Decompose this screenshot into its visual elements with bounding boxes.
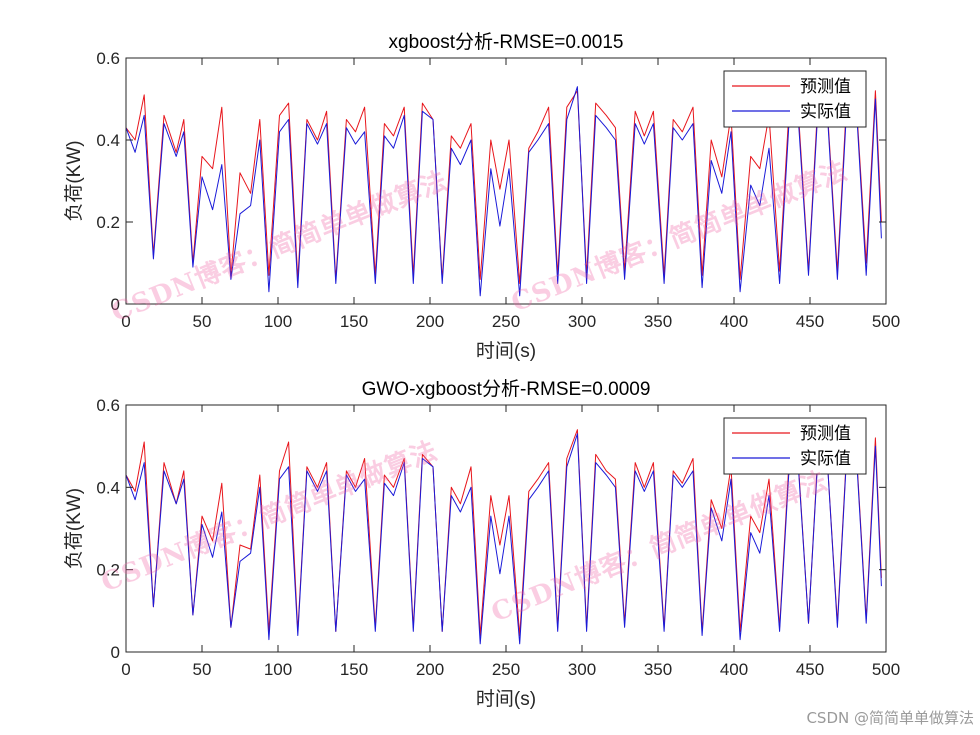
credit-text: CSDN @简简单单做算法 [806,709,974,727]
x-tick-label: 0 [121,312,130,331]
x-tick-label: 50 [193,660,212,679]
y-tick-label: 0.4 [96,131,120,150]
series-line-predicted [126,90,882,284]
x-tick-label: 100 [264,660,292,679]
x-tick-label: 200 [416,660,444,679]
y-tick-label: 0.2 [96,213,120,232]
legend-label: 实际值 [800,102,851,122]
x-tick-label: 450 [796,312,824,331]
x-tick-label: 350 [644,312,672,331]
x-tick-label: 50 [193,312,212,331]
chart-title: GWO-xgboost分析-RMSE=0.0009 [362,378,651,400]
y-axis-label: 负荷(KW) [63,140,85,221]
series-line-predicted [126,429,882,636]
x-axis-label: 时间(s) [476,688,536,710]
x-tick-label: 200 [416,312,444,331]
subplot-2: 0 50 100 150 200 250 300 350 400 450 500 0 0.2 0.4 0.6… [63,378,900,710]
y-tick-label: 0.6 [96,396,120,415]
y-tick-label: 0.4 [96,478,120,497]
x-tick-label: 0 [121,660,130,679]
legend-label: 预测值 [800,77,851,97]
x-tick-label: 100 [264,312,292,331]
series-line-actual [126,86,882,297]
y-tick-label: 0 [111,295,120,314]
x-tick-label: 400 [720,312,748,331]
series-line-actual [126,433,882,645]
legend-label: 预测值 [800,424,851,444]
x-tick-label: 250 [492,312,520,331]
legend-box [723,417,867,475]
x-tick-label: 400 [720,660,748,679]
chart-title: xgboost分析-RMSE=0.0015 [389,31,624,53]
x-tick-label: 150 [340,660,368,679]
subplot-1: 0 50 100 150 200 250 300 350 400 450 500 0 0.2 0.4 0.6… [63,31,900,362]
x-tick-label: 150 [340,312,368,331]
y-tick-label: 0.2 [96,561,120,580]
y-axis-label: 负荷(KW) [63,488,85,569]
x-tick-label: 500 [872,312,900,331]
legend-box [723,70,867,128]
y-tick-label: 0 [111,643,120,662]
x-tick-label: 300 [568,660,596,679]
x-tick-label: 350 [644,660,672,679]
legend-label: 实际值 [800,449,851,469]
x-tick-label: 500 [872,660,900,679]
x-axis-label: 时间(s) [476,340,536,362]
x-tick-label: 300 [568,312,596,331]
x-tick-label: 250 [492,660,520,679]
y-tick-label: 0.6 [96,49,120,68]
x-tick-label: 450 [796,660,824,679]
